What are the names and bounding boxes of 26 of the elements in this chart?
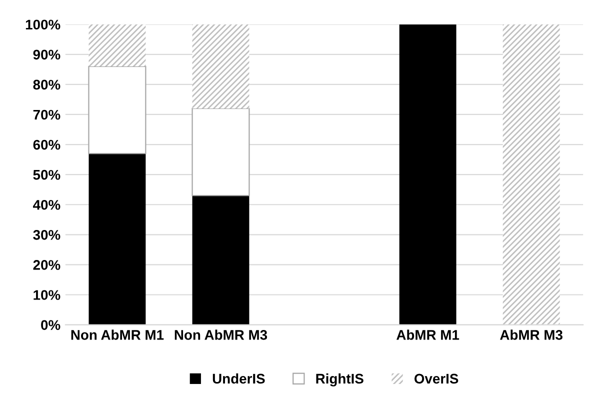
x-tick-label: Non AbMR M1 (71, 330, 164, 340)
legend-label: UnderIS (212, 373, 265, 384)
y-tick-label: 20% (33, 260, 60, 270)
bar (88, 66, 146, 154)
x-tick-label: Non AbMR M3 (174, 330, 268, 340)
y-tick-label: 80% (33, 80, 60, 90)
y-tick-label: 50% (33, 170, 60, 180)
legend-label: OverIS (414, 374, 458, 384)
y-tick-label: 90% (33, 50, 60, 60)
y-tick-label: 60% (33, 140, 60, 150)
bar (399, 24, 456, 325)
y-tick-label: 30% (33, 230, 60, 240)
bar (192, 196, 250, 325)
legend-label: RightIS (316, 373, 364, 386)
y-tick-label: 100% (26, 20, 60, 30)
y-tick-label: 10% (34, 290, 60, 300)
x-tick-label: AbMR M1 (396, 330, 460, 340)
y-tick-label: 0% (41, 320, 60, 330)
bar (88, 154, 146, 325)
bar (192, 108, 250, 196)
bar (88, 24, 146, 66)
bar (502, 24, 560, 325)
x-tick-label: AbMR M3 (500, 330, 562, 340)
y-tick-label: 40% (33, 200, 60, 210)
bar (192, 24, 250, 108)
y-tick-label: 70% (33, 110, 60, 120)
